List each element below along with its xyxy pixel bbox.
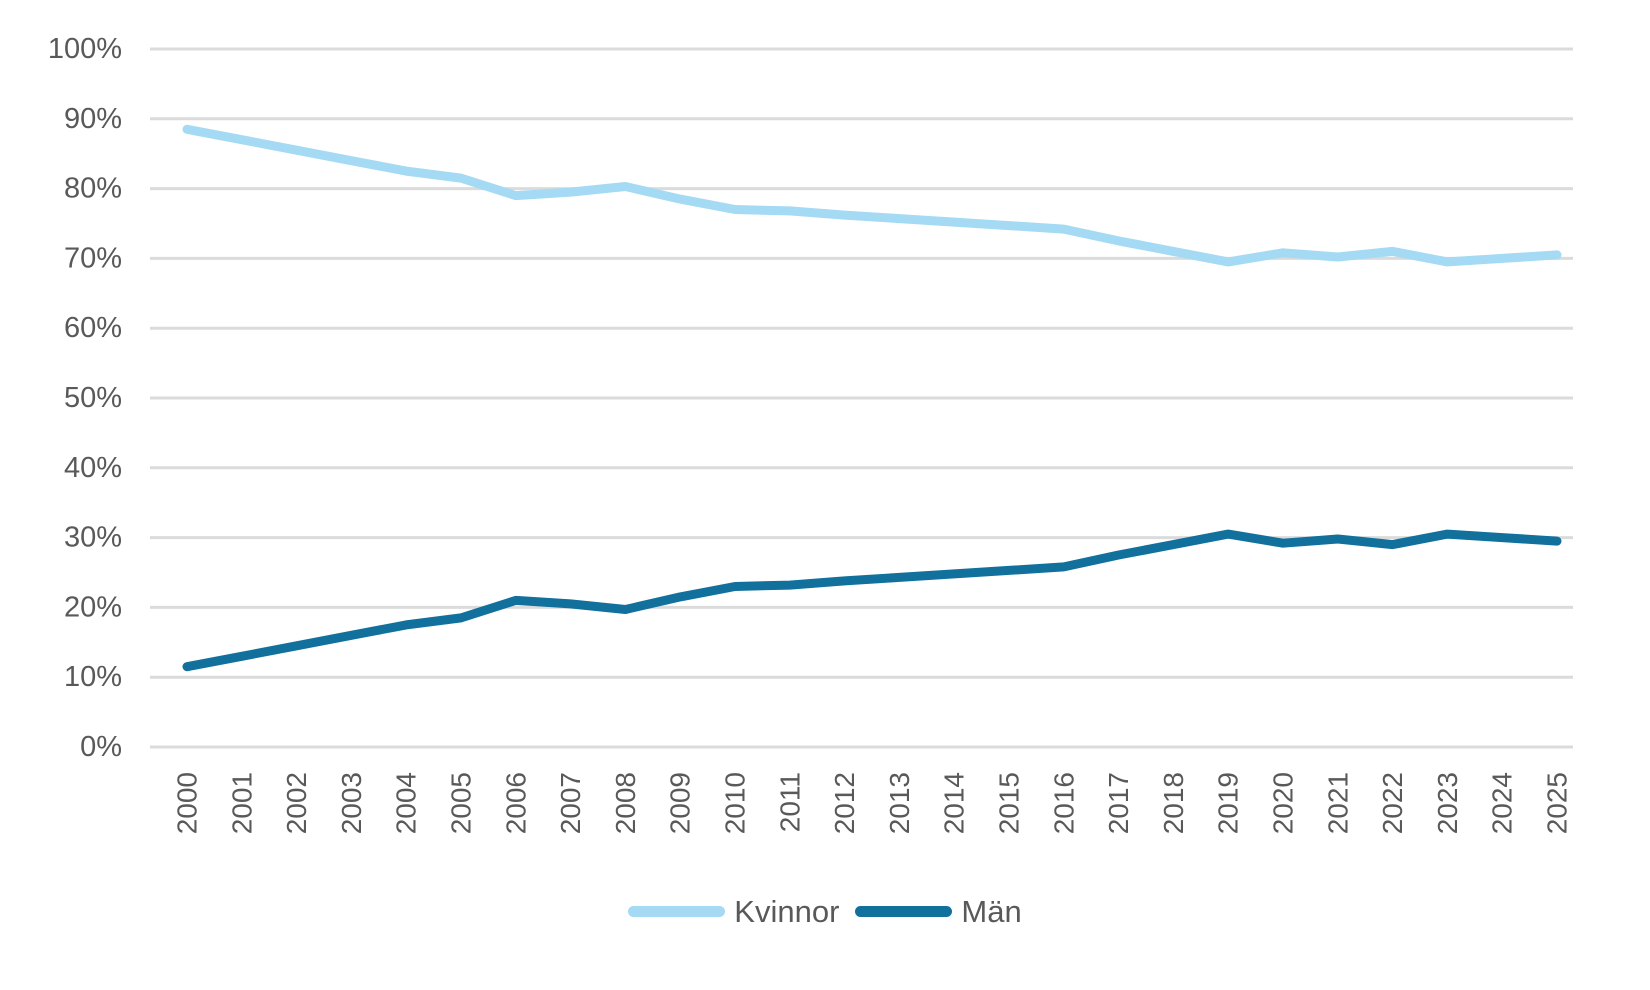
x-axis-tick-label: 2007 [555,772,586,834]
y-axis-tick-label: 20% [64,591,122,623]
y-axis-tick-label: 0% [80,731,122,763]
kvinnor-line-swatch [628,906,726,917]
y-axis-tick-label: 40% [64,452,122,484]
x-axis-tick-label: 2022 [1377,772,1408,834]
y-axis-tick-label: 80% [64,173,122,205]
y-axis-tick-label: 100% [48,33,122,65]
y-axis-tick-label: 50% [64,382,122,414]
x-axis-tick-label: 2012 [829,772,860,834]
x-axis-tick-label: 2016 [1048,772,1079,834]
y-axis-tick-label: 90% [64,103,122,135]
x-axis-tick-label: 2002 [281,772,312,834]
x-axis-tick-label: 2009 [665,772,696,834]
x-axis-tick-label: 2019 [1213,772,1244,834]
legend-label-man: Män [961,894,1022,929]
x-axis-tick-label: 2020 [1268,772,1299,834]
x-axis-tick-label: 2023 [1432,772,1463,834]
legend-item-kvinnor[interactable]: Kvinnor [628,896,839,927]
x-axis-tick-label: 2010 [720,772,751,834]
x-axis-tick-label: 2024 [1487,772,1518,834]
series-line-kvinnor [182,124,1562,267]
x-axis-tick-label: 2017 [1103,772,1134,834]
x-axis-tick-label: 2001 [226,772,257,834]
x-axis-tick-label: 2013 [884,772,915,834]
legend-item-man[interactable]: Män [855,894,1022,929]
x-axis-tick-label: 2008 [610,772,641,834]
x-axis-tick-label: 2015 [994,772,1025,834]
x-axis-tick-label: 2000 [172,772,203,834]
x-axis-tick-label: 2006 [500,772,531,834]
x-axis-tick-label: 2025 [1542,772,1573,834]
y-axis-tick-label: 30% [64,522,122,554]
y-axis-tick-label: 60% [64,312,122,344]
x-axis-tick-label: 2003 [336,772,367,834]
legend-label-kvinnor: Kvinnor [734,894,840,929]
x-axis-tick-label: 2011 [774,772,805,832]
x-axis-tick-label: 2018 [1158,772,1189,834]
y-axis-tick-label: 10% [64,661,122,693]
x-axis-tick-label: 2004 [391,772,422,834]
x-axis-tick-label: 2005 [446,772,477,834]
man-line-swatch [855,906,953,917]
y-axis-tick-label: 70% [64,242,122,274]
x-axis-tick-label: 2021 [1322,772,1353,834]
chart-legend: Kvinnor Män [0,896,1650,927]
series-line-mn [182,529,1562,672]
x-axis-tick-label: 2014 [939,772,970,834]
